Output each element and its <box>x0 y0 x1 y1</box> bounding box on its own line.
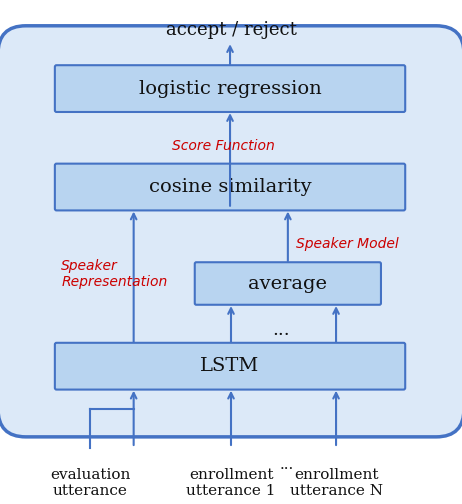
Text: cosine similarity: cosine similarity <box>149 178 311 196</box>
Text: enrollment
utterance 1: enrollment utterance 1 <box>186 468 276 498</box>
Text: Speaker
Representation: Speaker Representation <box>61 259 168 289</box>
Text: evaluation
utterance: evaluation utterance <box>50 468 130 498</box>
Text: logistic regression: logistic regression <box>139 80 322 98</box>
FancyBboxPatch shape <box>195 262 381 305</box>
FancyBboxPatch shape <box>55 343 405 390</box>
Text: ...: ... <box>280 458 294 472</box>
FancyBboxPatch shape <box>55 65 405 112</box>
Text: Speaker Model: Speaker Model <box>296 237 398 251</box>
Text: accept / reject: accept / reject <box>165 21 297 38</box>
Text: average: average <box>249 275 328 292</box>
Text: Score Function: Score Function <box>172 139 275 153</box>
FancyBboxPatch shape <box>55 164 405 211</box>
Text: ...: ... <box>272 321 290 339</box>
Text: LSTM: LSTM <box>201 357 260 375</box>
FancyBboxPatch shape <box>0 26 462 437</box>
Text: enrollment
utterance N: enrollment utterance N <box>290 468 383 498</box>
